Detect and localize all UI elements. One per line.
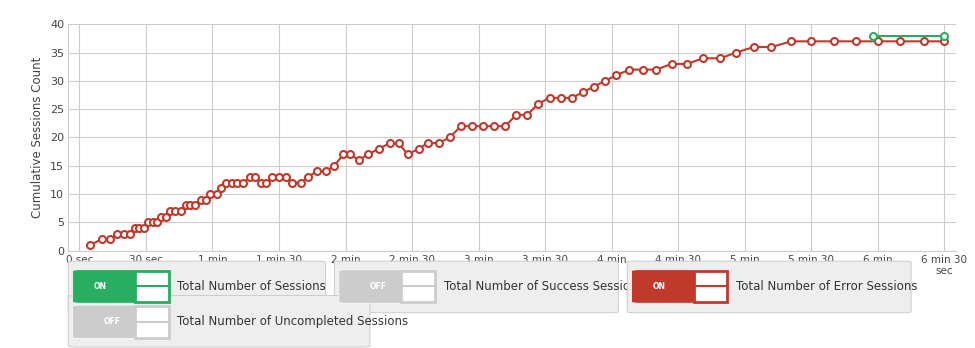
Text: Total Number of Error Sessions: Total Number of Error Sessions [736, 280, 917, 293]
FancyBboxPatch shape [68, 295, 370, 347]
FancyBboxPatch shape [135, 271, 169, 302]
FancyBboxPatch shape [339, 270, 406, 303]
FancyBboxPatch shape [73, 270, 139, 303]
Text: ON: ON [94, 282, 106, 291]
FancyBboxPatch shape [334, 261, 618, 313]
Text: OFF: OFF [370, 282, 386, 291]
Text: Total Number of Success Sessions: Total Number of Success Sessions [444, 280, 644, 293]
Text: ON: ON [652, 282, 666, 291]
FancyBboxPatch shape [135, 306, 169, 338]
FancyBboxPatch shape [632, 270, 698, 303]
Y-axis label: Cumulative Sessions Count: Cumulative Sessions Count [31, 57, 45, 218]
FancyBboxPatch shape [73, 305, 139, 339]
Text: Total Number of Uncompleted Sessions: Total Number of Uncompleted Sessions [177, 315, 409, 328]
FancyBboxPatch shape [68, 261, 326, 313]
FancyBboxPatch shape [627, 261, 911, 313]
Text: Total Number of Sessions: Total Number of Sessions [177, 280, 326, 293]
FancyBboxPatch shape [694, 271, 727, 302]
Text: OFF: OFF [103, 317, 120, 326]
FancyBboxPatch shape [401, 271, 435, 302]
